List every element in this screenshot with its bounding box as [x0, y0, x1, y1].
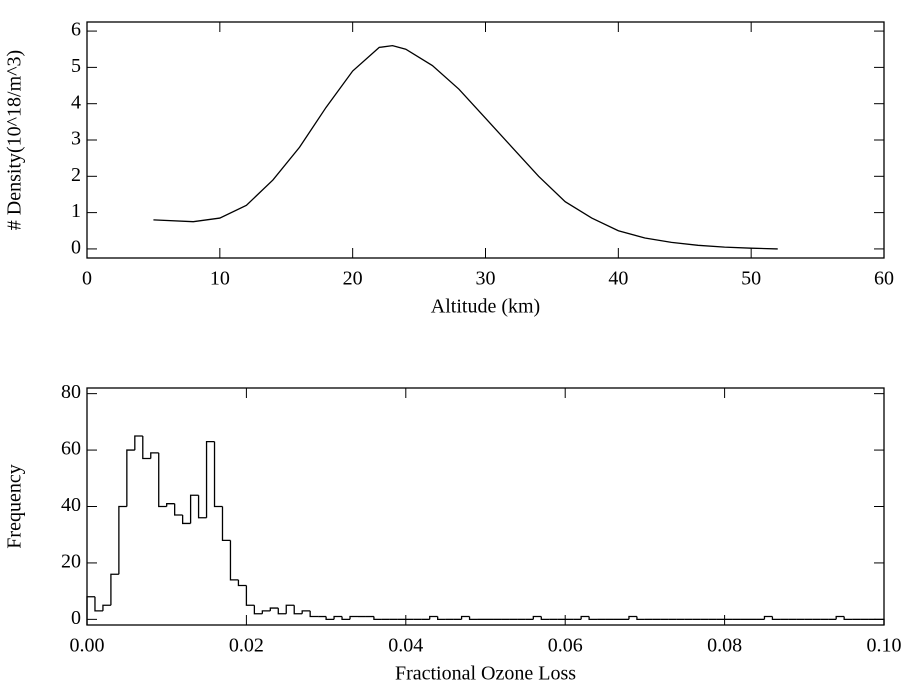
y-tick-label: 3 [71, 128, 81, 150]
histogram-bar [142, 435, 151, 460]
x-tick-label: 40 [608, 268, 628, 290]
histogram-bar [285, 604, 295, 614]
histogram-bar [158, 452, 167, 508]
histogram-bar [460, 615, 470, 620]
x-tick-label: 0.04 [388, 635, 423, 657]
histogram-bar [174, 503, 183, 516]
histogram-bar [763, 615, 773, 620]
x-tick-label: 10 [210, 268, 230, 290]
y-tick-label: 2 [71, 164, 81, 186]
x-tick-label: 60 [874, 268, 894, 290]
x-tick-label: 0.08 [707, 635, 742, 657]
histogram-bar [429, 615, 438, 620]
x-tick-label: 0 [82, 268, 92, 290]
histogram-bar [181, 514, 191, 525]
histogram-bar [588, 616, 598, 621]
y-tick-label: 40 [61, 494, 81, 516]
histogram-bar [205, 440, 215, 518]
histogram-bar [580, 615, 590, 620]
histogram-bar [150, 452, 159, 459]
histogram-bar [468, 616, 478, 621]
density-line [153, 44, 778, 250]
histogram-bar [86, 596, 95, 625]
histogram-bar [221, 506, 231, 542]
histogram-bar [94, 596, 103, 612]
y-tick-label: 0 [71, 607, 81, 629]
x-axis-title: Altitude (km) [431, 296, 540, 318]
y-tick-label: 80 [61, 381, 81, 403]
histogram-bar [437, 616, 446, 621]
x-tick-label: 0.00 [70, 635, 105, 657]
histogram-bar [213, 441, 223, 508]
y-tick-label: 0 [71, 237, 81, 259]
histogram-bar [126, 449, 135, 507]
y-tick-label: 1 [71, 200, 81, 222]
histogram-bar [628, 615, 637, 620]
histogram-bar [636, 616, 645, 621]
y-tick-label: 20 [61, 551, 81, 573]
y-tick-label: 5 [71, 55, 81, 77]
histogram-bar [134, 435, 143, 451]
histogram-bar [110, 573, 119, 606]
y-axis-title: Frequency [4, 464, 26, 548]
x-tick-label: 0.06 [548, 635, 583, 657]
histogram-bar [102, 604, 111, 611]
histogram-bar [189, 494, 199, 524]
y-axis-title: # Density(10^18/m^3) [4, 50, 26, 230]
histogram-bar [269, 607, 279, 611]
histogram-bar [540, 616, 550, 621]
plot-frame [86, 21, 885, 259]
histogram-bar [771, 616, 781, 621]
y-tick-label: 6 [71, 19, 81, 41]
y-tick-label: 4 [71, 91, 81, 113]
histogram-bar [293, 605, 303, 615]
x-tick-label: 30 [476, 268, 496, 290]
x-axis-title: Fractional Ozone Loss [395, 663, 576, 685]
x-tick-label: 50 [741, 268, 761, 290]
histogram-bar [229, 540, 239, 581]
histogram-bar [532, 615, 542, 620]
histogram-bar [253, 605, 263, 615]
x-tick-label: 0.10 [867, 635, 902, 657]
histogram-bar [843, 616, 853, 621]
histogram-bar [309, 610, 319, 618]
histogram-bar [333, 615, 343, 620]
histogram-bar [876, 618, 885, 625]
histogram-bar [349, 615, 358, 620]
y-tick-label: 60 [61, 438, 81, 460]
histogram-bar [373, 616, 382, 621]
histogram-bar [341, 616, 351, 621]
histogram-bar [118, 505, 127, 575]
histogram-bar [301, 610, 311, 614]
histogram-bar [197, 495, 207, 519]
histogram-bar [325, 616, 335, 621]
x-tick-label: 20 [343, 268, 363, 290]
x-tick-label: 0.02 [229, 635, 264, 657]
histogram-bar [835, 615, 845, 620]
histogram-bar [277, 608, 287, 615]
histogram-bar [166, 503, 175, 507]
histogram-bar [237, 579, 247, 587]
histogram-bar [261, 610, 271, 614]
histogram-bar [245, 585, 255, 606]
